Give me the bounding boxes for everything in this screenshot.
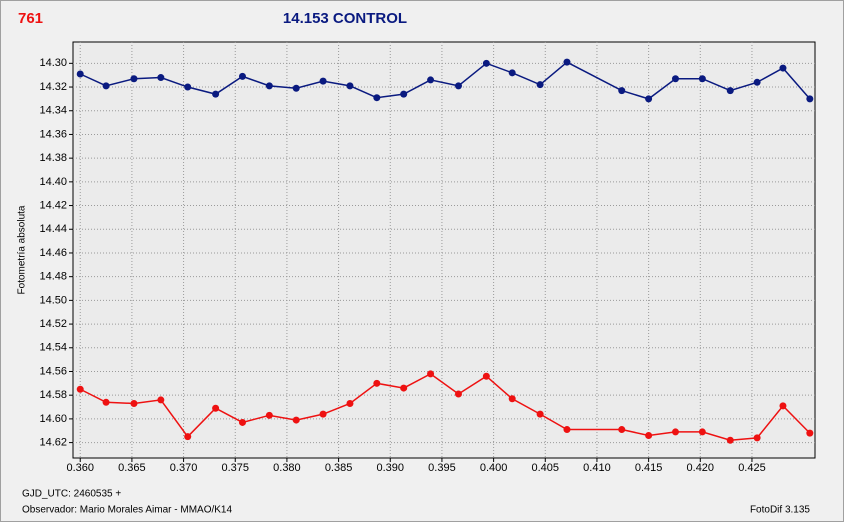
point [238,72,246,80]
point [400,90,408,98]
y-tick-label: 14.38 [39,152,67,164]
y-tick-label: 14.36 [39,128,67,140]
point [726,87,734,95]
point [645,431,653,439]
point [698,75,706,83]
point [76,70,84,78]
point [779,64,787,72]
point [157,396,165,404]
point [130,399,138,407]
point [618,426,626,434]
x-tick-label: 0.390 [376,462,404,474]
point [806,429,814,437]
point [536,410,544,418]
x-tick-label: 0.360 [66,462,94,474]
x-tick-label: 0.375 [221,462,249,474]
y-tick-label: 14.34 [39,105,67,117]
point [238,418,246,426]
corner-label: 761 [18,10,43,27]
y-tick-label: 14.58 [39,389,67,401]
y-axis-label: Fotometría absoluta [17,205,28,294]
x-caption: GJD_UTC: 2460535 + [22,489,121,500]
x-tick-label: 0.395 [428,462,456,474]
y-tick-label: 14.42 [39,199,67,211]
point [806,95,814,103]
point [373,379,381,387]
point [427,370,435,378]
y-tick-label: 14.50 [39,294,67,306]
point [373,94,381,102]
point [454,82,462,90]
point [482,59,490,67]
x-tick-label: 0.365 [118,462,146,474]
point [645,95,653,103]
y-tick-label: 14.46 [39,247,67,259]
point [212,90,220,98]
y-tick-label: 14.44 [39,223,67,235]
point [454,390,462,398]
point [184,83,192,91]
chart-title: 14.153 CONTROL [283,10,407,27]
point [157,74,165,82]
point [698,428,706,436]
point [130,75,138,83]
point [536,81,544,89]
y-tick-label: 14.30 [39,57,67,69]
y-tick-label: 14.60 [39,413,67,425]
point [753,78,761,86]
x-tick-label: 0.410 [583,462,611,474]
software: FotoDif 3.135 [750,505,810,516]
y-tick-label: 14.54 [39,342,67,354]
point [400,384,408,392]
point [726,436,734,444]
point [671,75,679,83]
x-tick-label: 0.385 [325,462,353,474]
point [508,395,516,403]
point [319,410,327,418]
y-tick-label: 14.52 [39,318,67,330]
x-tick-label: 0.425 [738,462,766,474]
point [102,398,110,406]
observer: Observador: Mario Morales Aimar - MMAO/K… [22,505,232,516]
point [427,76,435,84]
point [212,404,220,412]
point [319,77,327,85]
point [508,69,516,77]
y-tick-label: 14.40 [39,176,67,188]
y-tick-label: 14.62 [39,436,67,448]
y-tick-label: 14.32 [39,81,67,93]
point [265,82,273,90]
x-tick-label: 0.370 [170,462,198,474]
point [563,58,571,66]
point [292,84,300,92]
point [671,428,679,436]
point [753,434,761,442]
x-tick-label: 0.380 [273,462,301,474]
x-tick-label: 0.400 [480,462,508,474]
point [184,433,192,441]
point [76,385,84,393]
point [779,402,787,410]
plot-area [72,41,816,459]
point [102,82,110,90]
point [346,82,354,90]
point [482,372,490,380]
x-tick-label: 0.420 [687,462,715,474]
point [265,411,273,419]
y-tick-label: 14.56 [39,365,67,377]
point [346,399,354,407]
x-tick-label: 0.415 [635,462,663,474]
point [563,426,571,434]
y-tick-label: 14.48 [39,271,67,283]
point [292,416,300,424]
x-tick-label: 0.405 [532,462,560,474]
point [618,87,626,95]
